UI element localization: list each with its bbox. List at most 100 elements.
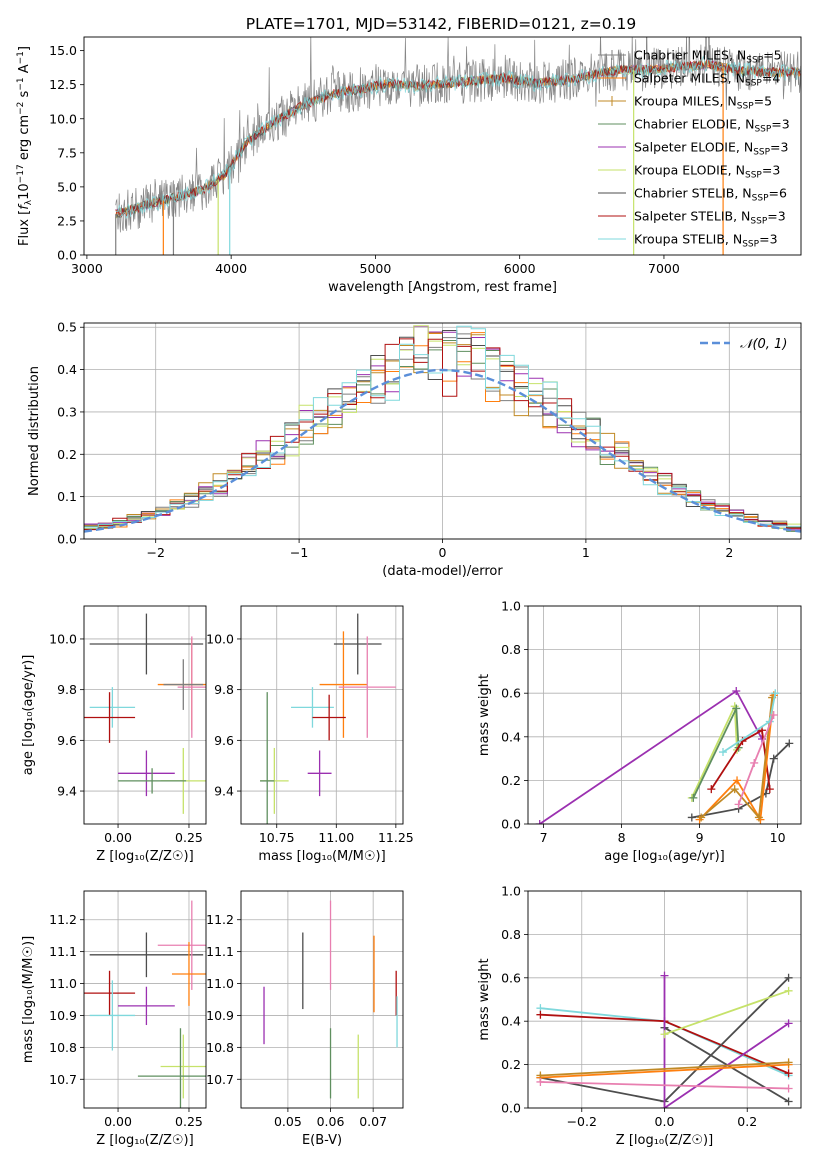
mass-weight-marker [784, 1097, 793, 1106]
legend-name: Salpeter ELODIE [634, 140, 736, 155]
mass-weight-marker [784, 1084, 793, 1093]
x-tick-label: 10.75 [259, 830, 295, 845]
y-tick-label: 0.5 [57, 320, 77, 335]
legend-name: Kroupa MILES [634, 94, 720, 109]
legend-eq: = [767, 209, 777, 224]
errorbar-point-6 [160, 1034, 206, 1099]
chart-mass_vs_ebv: 0.05 0.06 0.07 10.7 10.8 10.9 11.0 11.1 11.2 E(B-… [206, 890, 404, 1148]
y-axis-label: mass weight [477, 674, 492, 756]
legend-name: Chabrier MILES [634, 48, 729, 63]
errorbar-point-2 [177, 636, 206, 738]
page-title: PLATE=1701, MJD=53142, FIBERID=0121, z=0… [246, 15, 636, 33]
legend-eq: = [754, 94, 764, 109]
y-tick-label: 10.0 [206, 631, 234, 646]
legend-ssp: SSP [752, 194, 769, 204]
x-tick-label: 1 [582, 545, 590, 560]
y-tick-label: 9.6 [57, 733, 77, 748]
legend-nssp: 3 [772, 163, 780, 178]
y-axis-label-part: λ [24, 199, 34, 205]
legend-ssp: SSP [750, 217, 767, 227]
errorbar-point-3 [163, 659, 204, 710]
axes-frame [240, 605, 404, 825]
plot-area-mw_vs_age [535, 687, 794, 824]
y-tick-label: 0.0 [501, 817, 521, 832]
legend-ssp: SSP [737, 102, 754, 112]
errorbar-point-0 [89, 932, 204, 978]
mass-weight-marker [784, 1069, 793, 1078]
x-tick-label: 5000 [360, 261, 392, 276]
legend-eq: = [769, 186, 779, 201]
y-axis-label-part: Flux [ [17, 210, 32, 246]
plot-area-age_vs_mass [260, 613, 396, 824]
plot-area-age_vs_z [84, 613, 206, 814]
y-tick-label: 9.6 [214, 733, 234, 748]
axes-frame [527, 605, 802, 825]
x-tick-label: −0.2 [567, 1114, 597, 1129]
legend-name: Salpeter MILES [634, 71, 728, 86]
y-tick-label: 0.1 [57, 489, 77, 504]
legend-marker [607, 50, 617, 60]
mass-weight-marker [750, 758, 759, 767]
axes-frame [83, 890, 207, 1109]
errorbar-point-4 [312, 694, 346, 741]
x-tick-label: 0.25 [175, 830, 203, 845]
mass-weight-marker [719, 748, 727, 757]
legend-label-6: Chabrier STELIB, NSSP=6 [634, 186, 787, 204]
mass-weight-marker [784, 986, 793, 995]
chart-residuals: −2 −1 0 1 2 0.0 0.1 0.2 0.3 0.4 0.5 (data-model)/er… [27, 320, 802, 579]
y-axis-label-part: erg cm [17, 115, 32, 164]
legend-eq: = [762, 163, 772, 178]
legend-nssp: 3 [782, 117, 790, 132]
mass-weight-marker [707, 785, 716, 794]
chart-age_vs_z: 0.00 0.25 9.4 9.6 9.8 10.0 Z [log₁₀(Z/Z☉)] age … [21, 605, 207, 864]
mass-weight-marker [769, 754, 778, 763]
legend-n: , N [728, 71, 745, 86]
plot-area-mass_vs_ebv [263, 900, 398, 1099]
legend-eq: = [763, 48, 773, 63]
mass-weight-marker [765, 785, 774, 794]
y-axis-label-part: 10 [17, 183, 32, 200]
mass-weight-marker [732, 687, 741, 696]
legend-name: Chabrier ELODIE [634, 117, 737, 132]
x-tick-label: −2 [146, 545, 164, 560]
x-tick-label: 0.07 [359, 1114, 387, 1129]
mass-weight-series-8 [540, 1081, 789, 1090]
legend-n: , N [728, 163, 745, 178]
mass-weight-series-7 [540, 1061, 789, 1077]
errorbar-point-0 [333, 613, 382, 675]
mass-weight-series-5 [664, 989, 789, 1036]
legend-label-1: Salpeter MILES, NSSP=4 [634, 71, 780, 89]
y-tick-label: 11.0 [206, 976, 234, 991]
y-tick-label: 11.1 [49, 944, 77, 959]
x-axis-label: E(B-V) [302, 1133, 342, 1148]
chart-spectrum: 3000 4000 5000 6000 7000 0.0 2.5 5.0 7.5 10.0 12.5… [16, 36, 802, 295]
y-tick-label: 0.0 [501, 1101, 521, 1116]
mass-weight-marker [660, 1030, 669, 1039]
y-tick-label: 1.0 [501, 884, 521, 899]
legend-n: , N [719, 94, 736, 109]
plot-area-residuals [84, 325, 801, 533]
y-tick-label: 9.4 [57, 784, 77, 799]
y-tick-label: 11.0 [49, 976, 77, 991]
errorbar-point-7 [137, 1028, 206, 1108]
y-tick-label: 0.8 [501, 642, 521, 657]
y-tick-label: 10.7 [49, 1072, 77, 1087]
x-tick-label: 11.00 [318, 830, 354, 845]
legend-ssp: SSP [745, 79, 762, 89]
chart-mw_vs_age: 7 8 9 10 0.0 0.2 0.4 0.6 0.8 1.0 age [log₁₀(age/yr… [477, 599, 802, 864]
mass-weight-series-6 [700, 697, 773, 820]
y-axis-label: mass weight [477, 958, 492, 1040]
y-tick-label: 9.8 [214, 682, 234, 697]
legend-nssp: 5 [774, 48, 782, 63]
legend-n: , N [733, 209, 750, 224]
errorbar-point-4 [118, 986, 175, 1026]
mass-weight-marker [785, 739, 794, 748]
mass-weight-marker [660, 1104, 669, 1108]
x-tick-label: 8 [618, 830, 626, 845]
y-tick-label: 0.4 [57, 362, 77, 377]
y-tick-label: 11.2 [49, 912, 77, 927]
x-tick-label: 2 [725, 545, 733, 560]
plot-area-mw_vs_z [536, 971, 793, 1108]
y-tick-label: 10.7 [206, 1072, 234, 1087]
plot-area-spectrum [115, 37, 801, 255]
